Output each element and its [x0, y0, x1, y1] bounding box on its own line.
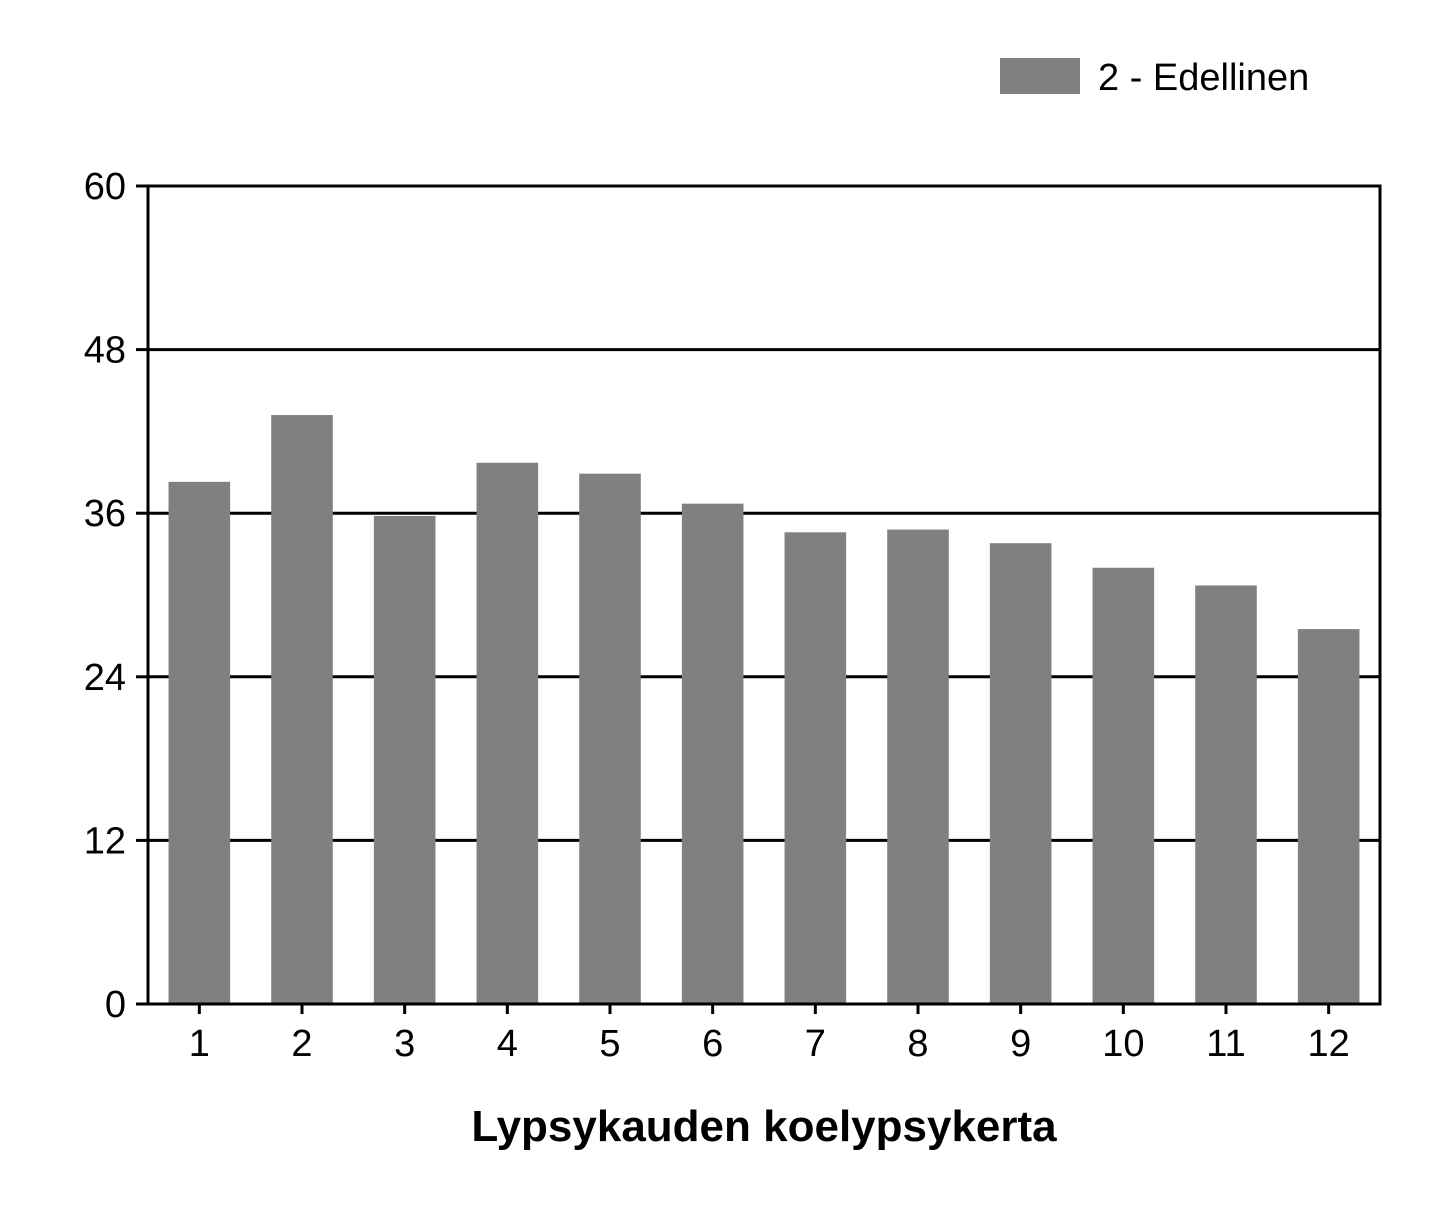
- x-tick-label: 2: [291, 1023, 312, 1065]
- legend: 2 - Edellinen: [1000, 57, 1309, 99]
- y-tick-label: 24: [84, 657, 126, 699]
- y-tick-label: 0: [105, 984, 126, 1026]
- bar: [1195, 585, 1257, 1004]
- y-axis: 0 12 24 36 48 60: [84, 166, 148, 1026]
- x-axis: 1 2 3 4 5 6 7 8 9 10 11 12: [189, 1004, 1350, 1065]
- bar: [784, 532, 847, 1004]
- legend-label: 2 - Edellinen: [1098, 57, 1309, 99]
- bar: [989, 543, 1052, 1004]
- bar: [1092, 567, 1155, 1004]
- legend-swatch: [1000, 58, 1080, 94]
- bar: [887, 529, 949, 1004]
- x-tick-label: 11: [1206, 1023, 1245, 1065]
- bars: [168, 415, 1360, 1004]
- bar: [373, 515, 436, 1004]
- x-tick-label: 8: [907, 1023, 928, 1065]
- gridlines: [148, 348, 1380, 842]
- x-tick-label: 9: [1010, 1023, 1031, 1065]
- x-axis-title: Lypsykauden koelypsykerta: [471, 1102, 1057, 1151]
- y-tick-label: 36: [84, 493, 126, 535]
- y-tick-label: 48: [84, 330, 126, 372]
- x-tick-label: 1: [189, 1023, 210, 1065]
- x-tick-label: 6: [702, 1023, 723, 1065]
- x-tick-label: 12: [1308, 1023, 1350, 1065]
- bar: [579, 473, 641, 1004]
- x-tick-label: 4: [497, 1023, 518, 1065]
- plot-frame: [146, 184, 1382, 1006]
- bar: [1297, 629, 1360, 1004]
- x-tick-label: 7: [805, 1023, 826, 1065]
- bar: [168, 481, 231, 1004]
- bar: [271, 415, 333, 1004]
- y-tick-label: 12: [84, 820, 126, 862]
- bar: [476, 462, 539, 1004]
- x-tick-label: 3: [394, 1023, 415, 1065]
- y-tick-label: 60: [84, 166, 126, 208]
- x-tick-label: 5: [599, 1023, 620, 1065]
- x-tick-label: 10: [1102, 1023, 1144, 1065]
- bar: [681, 503, 744, 1004]
